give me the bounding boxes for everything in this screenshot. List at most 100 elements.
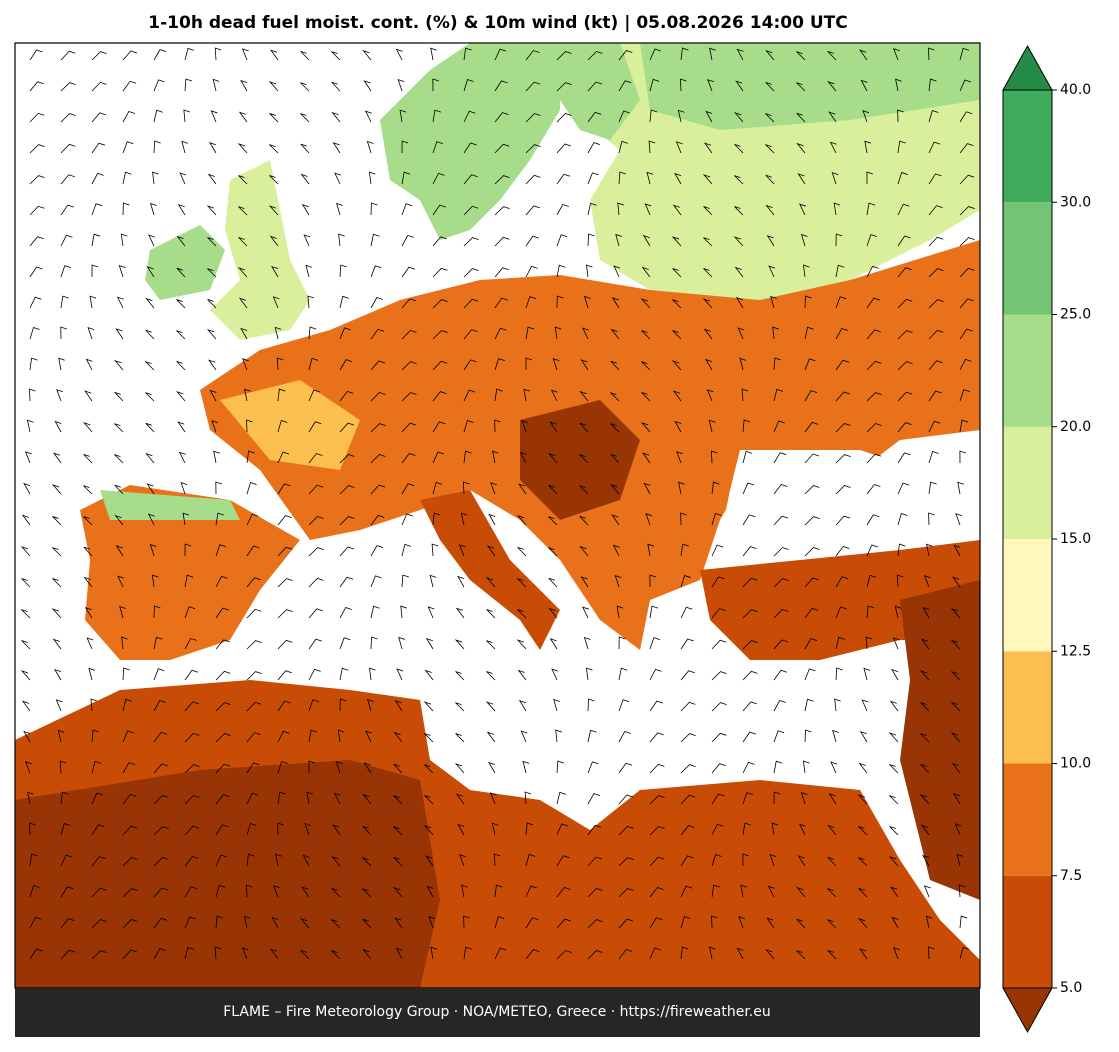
- wind-barb: [959, 389, 970, 402]
- wind-barb: [612, 544, 620, 557]
- wind-barb: [308, 389, 320, 402]
- wind-barb: [455, 733, 465, 743]
- wind-barb: [83, 485, 93, 495]
- wind-barb: [549, 638, 558, 650]
- wind-barb: [52, 547, 62, 557]
- wind-barb: [649, 856, 665, 867]
- footer-text: FLAME – Fire Meteorology Group · NOA/MET…: [223, 1004, 771, 1020]
- colorbar-tick-label: 30.0: [1060, 194, 1091, 210]
- wind-barb: [430, 47, 437, 61]
- wind-barb: [119, 605, 126, 619]
- wind-barb: [587, 919, 603, 929]
- wind-barb: [176, 299, 186, 309]
- wind-barb: [702, 174, 713, 185]
- wind-barb: [773, 608, 789, 619]
- wind-barb: [672, 390, 682, 402]
- wind-barb: [362, 948, 372, 960]
- wind-barb: [86, 637, 94, 650]
- wind-barb: [802, 264, 810, 278]
- colorbar-band: [1003, 539, 1052, 652]
- wind-barb: [494, 358, 505, 371]
- wind-barb: [29, 916, 42, 929]
- wind-barb: [768, 265, 776, 278]
- wind-barb: [611, 514, 620, 526]
- wind-barb: [830, 761, 838, 774]
- wind-barb: [485, 701, 496, 712]
- wind-barb: [176, 267, 186, 278]
- wind-barb: [866, 392, 882, 402]
- wind-barb: [548, 516, 558, 526]
- wind-barb: [920, 733, 930, 743]
- wind-barb: [308, 453, 323, 464]
- wind-barb: [51, 484, 62, 495]
- wind-barb: [804, 698, 814, 712]
- wind-barb: [618, 762, 633, 774]
- wind-barb: [922, 854, 930, 867]
- wind-barb: [184, 637, 197, 650]
- wind-barb: [486, 545, 496, 557]
- wind-barb: [308, 577, 324, 588]
- wind-barb: [648, 140, 656, 154]
- wind-barb: [432, 172, 445, 185]
- wind-barb: [120, 233, 128, 247]
- wind-barb: [211, 420, 219, 433]
- wind-barb: [60, 822, 71, 836]
- wind-barb: [645, 513, 653, 526]
- wind-barb: [952, 792, 961, 805]
- wind-barb: [649, 763, 665, 774]
- wind-barb: [804, 485, 820, 495]
- wind-barb: [184, 47, 195, 61]
- wind-barb: [91, 233, 101, 247]
- wind-barb: [370, 605, 380, 619]
- wind-barb: [742, 640, 758, 650]
- wind-barb: [641, 266, 651, 278]
- wind-barb: [799, 203, 806, 216]
- wind-barb: [861, 699, 869, 712]
- wind-barb: [928, 329, 944, 340]
- wind-barb: [243, 388, 251, 402]
- wind-barb: [640, 422, 651, 433]
- wind-barb: [866, 544, 878, 557]
- wind-barb: [122, 50, 138, 61]
- colorbar-tick-label: 15.0: [1060, 531, 1091, 547]
- wind-barb: [711, 608, 726, 619]
- wind-barb: [548, 484, 558, 495]
- wind-barb: [147, 513, 155, 526]
- wind-barb: [522, 760, 530, 774]
- wind-barb: [463, 946, 472, 960]
- wind-barb: [863, 667, 871, 681]
- wind-barb: [145, 452, 155, 464]
- wind-barb: [393, 731, 403, 743]
- wind-barb: [518, 700, 527, 712]
- wind-barb: [457, 823, 465, 836]
- wind-barb: [337, 729, 345, 743]
- wind-barb: [60, 295, 69, 309]
- wind-barb: [184, 606, 196, 619]
- wind-barb: [494, 419, 501, 433]
- wind-barb: [742, 514, 756, 526]
- wind-barb: [59, 760, 67, 774]
- land: [80, 485, 300, 660]
- wind-barb: [463, 915, 470, 929]
- wind-barb: [556, 264, 566, 278]
- wind-barb: [307, 295, 315, 309]
- colorbar-band: [1003, 202, 1052, 315]
- wind-barb: [618, 667, 628, 681]
- wind-barb: [427, 606, 435, 619]
- wind-barb: [835, 296, 847, 309]
- wind-barb: [91, 51, 107, 61]
- wind-barb: [91, 824, 105, 836]
- wind-barb: [703, 142, 713, 154]
- wind-barb: [649, 48, 662, 61]
- wind-barb: [649, 732, 664, 743]
- wind-barb: [552, 357, 560, 371]
- land: [220, 380, 360, 470]
- wind-barb: [865, 636, 873, 650]
- wind-barb: [733, 112, 744, 123]
- wind-barb: [525, 885, 538, 898]
- wind-barb: [893, 48, 900, 61]
- wind-barb: [866, 453, 882, 464]
- wind-barb: [268, 81, 279, 92]
- wind-barb: [959, 143, 974, 154]
